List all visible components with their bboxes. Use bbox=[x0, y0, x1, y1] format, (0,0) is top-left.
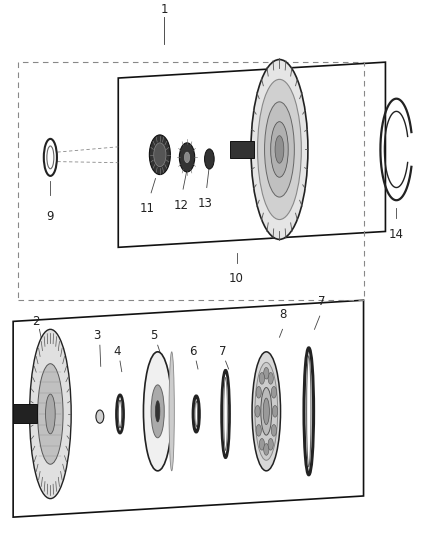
Ellipse shape bbox=[264, 367, 269, 379]
Ellipse shape bbox=[255, 406, 260, 417]
Ellipse shape bbox=[268, 373, 273, 384]
Text: 8: 8 bbox=[279, 309, 286, 321]
Ellipse shape bbox=[271, 386, 276, 398]
Ellipse shape bbox=[195, 401, 198, 426]
Text: 3: 3 bbox=[94, 329, 101, 342]
Ellipse shape bbox=[151, 385, 164, 438]
Ellipse shape bbox=[255, 362, 278, 461]
Ellipse shape bbox=[118, 400, 122, 427]
Text: 6: 6 bbox=[189, 345, 197, 358]
Text: 9: 9 bbox=[46, 211, 54, 223]
Ellipse shape bbox=[259, 439, 265, 450]
Text: 14: 14 bbox=[389, 228, 404, 241]
Ellipse shape bbox=[258, 79, 301, 220]
Ellipse shape bbox=[252, 352, 280, 471]
Ellipse shape bbox=[30, 329, 71, 498]
Polygon shape bbox=[13, 300, 364, 517]
Ellipse shape bbox=[184, 152, 190, 163]
Ellipse shape bbox=[271, 425, 276, 436]
Ellipse shape bbox=[256, 386, 261, 398]
Ellipse shape bbox=[180, 143, 194, 172]
Text: 7: 7 bbox=[318, 295, 326, 308]
Ellipse shape bbox=[275, 136, 284, 163]
Polygon shape bbox=[118, 62, 385, 247]
Ellipse shape bbox=[38, 364, 63, 464]
Ellipse shape bbox=[268, 439, 273, 450]
Ellipse shape bbox=[263, 398, 269, 425]
Ellipse shape bbox=[46, 394, 55, 434]
Ellipse shape bbox=[259, 373, 265, 384]
Ellipse shape bbox=[261, 387, 272, 435]
Ellipse shape bbox=[251, 60, 308, 239]
Ellipse shape bbox=[272, 406, 278, 417]
Text: 5: 5 bbox=[151, 329, 158, 342]
Ellipse shape bbox=[96, 410, 104, 423]
Ellipse shape bbox=[154, 143, 166, 167]
Bar bbox=[13, 405, 37, 424]
Text: 7: 7 bbox=[219, 345, 226, 358]
Text: 13: 13 bbox=[198, 197, 212, 210]
Text: 11: 11 bbox=[140, 203, 155, 215]
Ellipse shape bbox=[264, 443, 269, 455]
Ellipse shape bbox=[149, 135, 170, 175]
Text: 1: 1 bbox=[160, 3, 168, 15]
Text: 2: 2 bbox=[32, 315, 40, 328]
Ellipse shape bbox=[205, 149, 214, 169]
Ellipse shape bbox=[307, 356, 311, 467]
Bar bbox=[230, 141, 254, 158]
Text: 4: 4 bbox=[113, 345, 121, 358]
Text: 12: 12 bbox=[173, 199, 188, 212]
Ellipse shape bbox=[47, 146, 54, 169]
Ellipse shape bbox=[155, 401, 160, 422]
Ellipse shape bbox=[143, 352, 172, 471]
Text: 10: 10 bbox=[229, 272, 244, 285]
Ellipse shape bbox=[271, 122, 288, 177]
Ellipse shape bbox=[265, 102, 294, 197]
Ellipse shape bbox=[256, 425, 261, 436]
Ellipse shape bbox=[169, 352, 174, 471]
Ellipse shape bbox=[224, 377, 227, 450]
